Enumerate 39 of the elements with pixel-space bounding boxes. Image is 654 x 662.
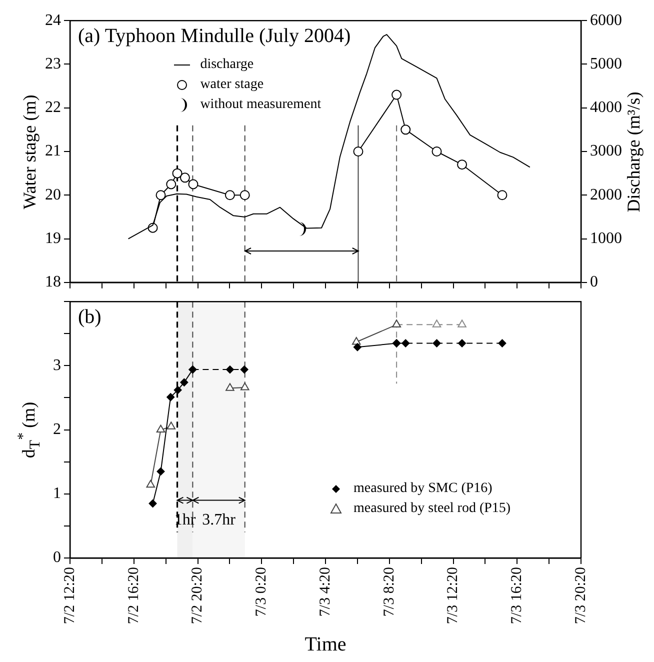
y-tick-label: 18: [45, 274, 61, 291]
y2-axis-title: Discharge (m³/s): [624, 91, 644, 212]
x-tick-label: 7/3 20:20: [572, 567, 589, 624]
chart-title: (b): [78, 306, 102, 329]
y-tick-label: 19: [45, 230, 61, 247]
y-tick-label: 23: [45, 55, 61, 72]
y-tick-label: 22: [45, 99, 61, 116]
y2-tick-label: 0: [590, 274, 598, 291]
y-tick-label: 3: [53, 356, 61, 374]
y-tick-label: 20: [45, 186, 61, 204]
x-tick-label: 7/2 16:20: [126, 567, 142, 624]
y-tick-label: 1: [53, 485, 61, 502]
x-tick-label: 7/2 20:20: [190, 567, 206, 624]
y2-tick-label: 1000: [590, 230, 622, 247]
legend-label: discharge: [200, 56, 254, 73]
band-label: 3.7hr: [202, 512, 236, 529]
y-axis-title: Water stage (m): [20, 94, 40, 209]
y-tick-label: 24: [45, 12, 61, 29]
legend-label: water stage: [200, 76, 264, 93]
legend-label: measured by SMC (P16): [354, 480, 492, 497]
x-tick-label: 7/3 12:20: [445, 567, 462, 624]
y-tick-label: 2: [53, 421, 61, 438]
legend-label: measured by steel rod (P15): [354, 500, 511, 517]
x-tick-label: 7/3 8:20: [381, 567, 398, 617]
y-tick-label: 21: [45, 142, 61, 160]
band-label: 1hr: [174, 512, 196, 529]
x-tick-label: 7/3 4:20: [317, 567, 334, 617]
annotation: without measurement: [200, 96, 322, 113]
y2-tick-label: 4000: [590, 99, 622, 116]
x-tick-label: 7/3 0:20: [254, 567, 270, 617]
y2-tick-label: 5000: [590, 55, 622, 72]
x-tick-label: 7/2 12:20: [62, 567, 78, 624]
y-tick-label: 0: [53, 549, 61, 566]
x-axis-title: Time: [304, 633, 346, 656]
y2-tick-label: 3000: [590, 142, 622, 160]
chart-title: (a) Typhoon Mindulle (July 2004): [78, 24, 351, 48]
x-tick-label: 7/3 16:20: [509, 567, 526, 624]
y2-tick-label: 2000: [590, 186, 622, 204]
y2-tick-label: 6000: [590, 12, 622, 29]
